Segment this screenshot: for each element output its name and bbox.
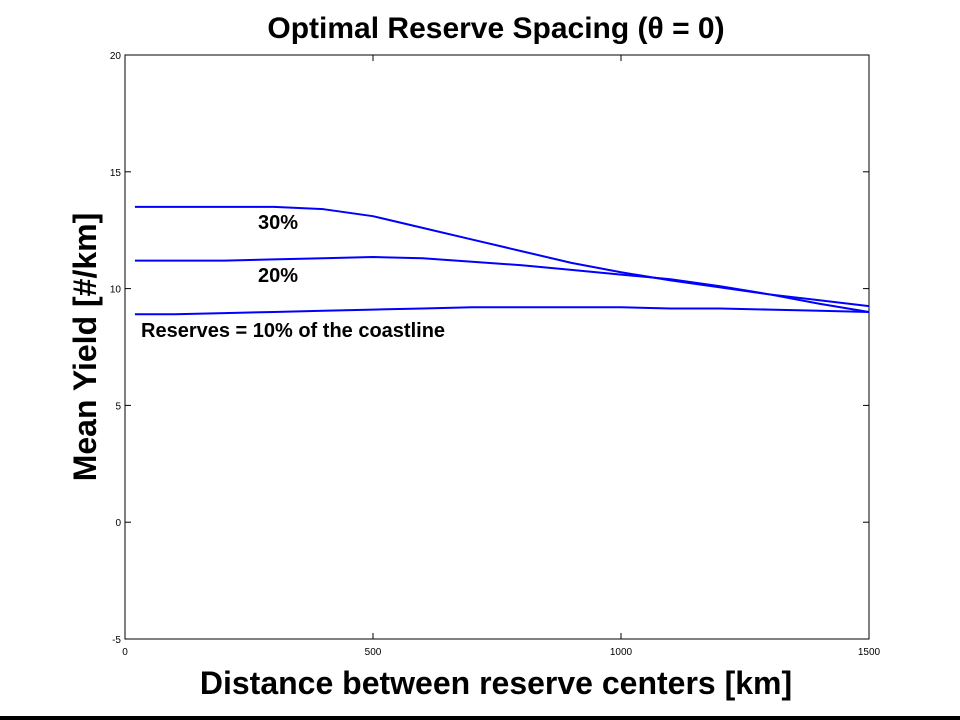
y-axis-label: Mean Yield [#/km] — [67, 213, 103, 482]
annotation-10-percent: Reserves = 10% of the coastline — [141, 320, 445, 342]
x-tick-label: 1000 — [610, 647, 633, 658]
plot-area-frame — [124, 54, 870, 640]
series-lines — [134, 205, 870, 316]
annotation-30-percent: 30% — [258, 212, 298, 234]
x-tick-label: 1500 — [858, 647, 881, 658]
series-10-percent-line — [134, 306, 870, 316]
bottom-rule — [0, 716, 960, 720]
y-tick-label: 5 — [115, 401, 121, 412]
x-axis-label: Distance between reserve centers [km] — [200, 665, 792, 701]
y-axis-ticks: -5 0 5 10 15 20 — [110, 51, 869, 646]
y-tick-label: 15 — [110, 168, 122, 179]
series-30-percent-line — [134, 205, 870, 308]
x-axis-ticks: 0 500 1000 1500 — [122, 55, 881, 658]
x-tick-label: 500 — [365, 647, 382, 658]
y-tick-label: -5 — [112, 635, 121, 646]
x-tick-label: 0 — [122, 647, 128, 658]
y-tick-label: 0 — [115, 518, 121, 529]
chart-title: Optimal Reserve Spacing (θ = 0) — [267, 12, 724, 45]
series-20-percent-line — [134, 256, 870, 313]
annotation-20-percent: 20% — [258, 265, 298, 287]
y-tick-label: 20 — [110, 51, 122, 62]
y-tick-label: 10 — [110, 285, 122, 296]
